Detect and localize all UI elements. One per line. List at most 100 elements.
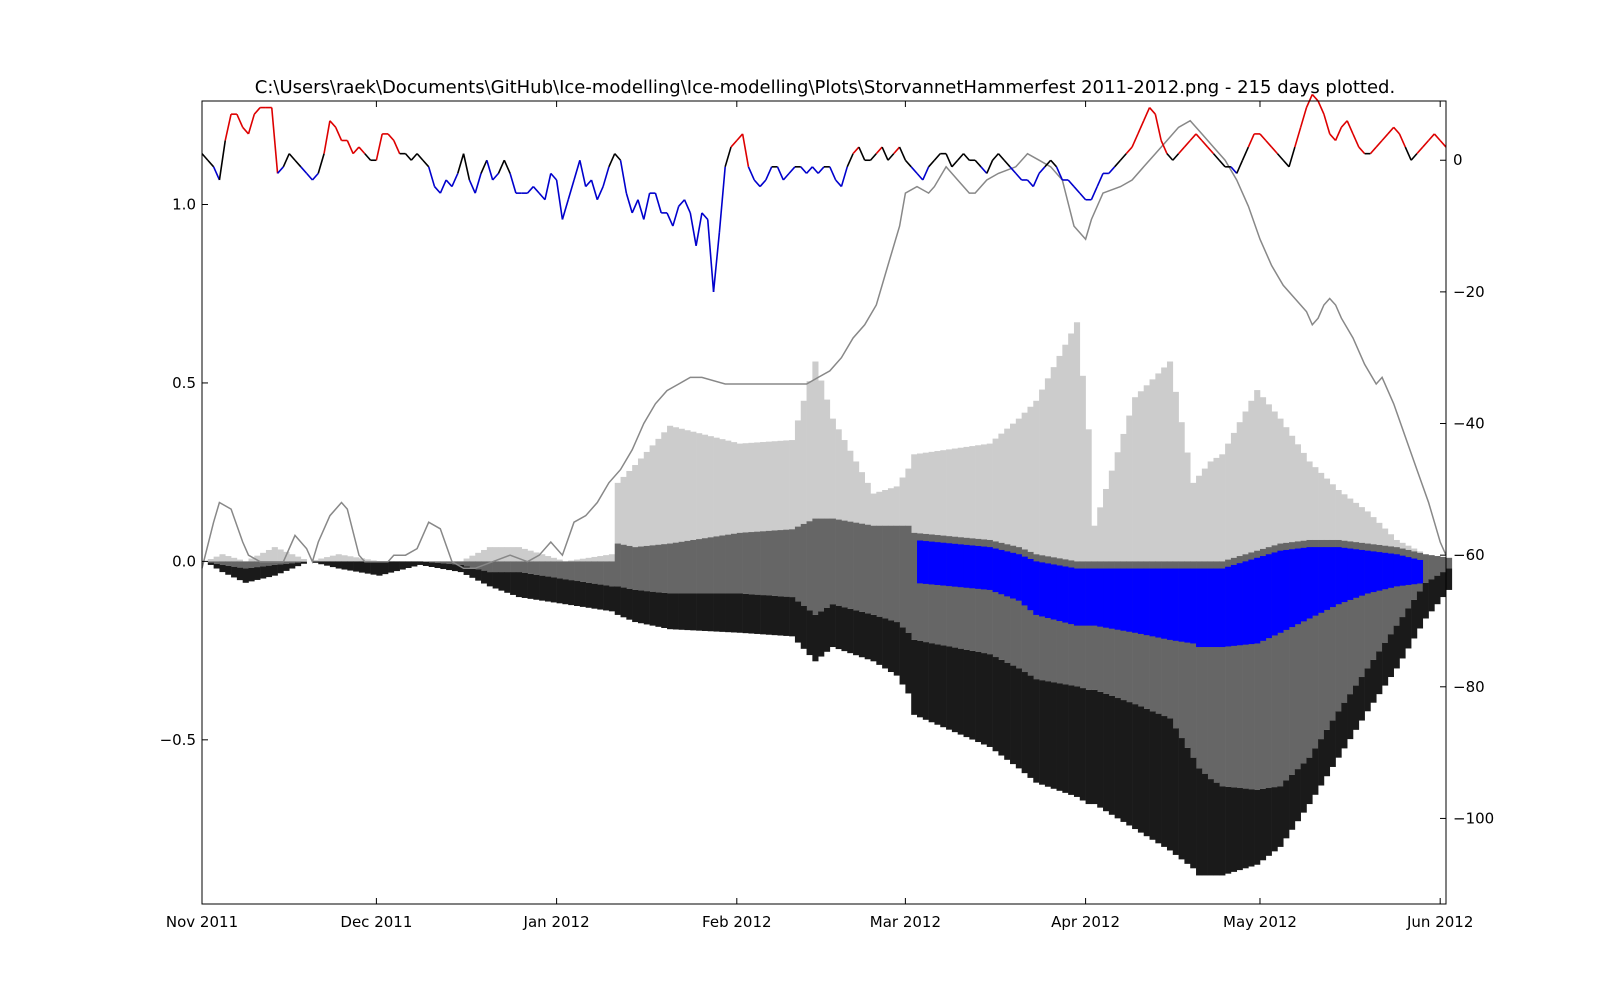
- black-ice-bar: [370, 561, 377, 575]
- y-right-tick-label: −80: [1453, 678, 1485, 696]
- chart-title: C:\Users\raek\Documents\GitHub\Ice-model…: [255, 77, 1395, 98]
- black-ice-bar: [1015, 668, 1022, 769]
- temperature-segment: [1329, 133, 1337, 142]
- slush-ice-bar: [515, 561, 523, 573]
- snow-bar: [818, 380, 825, 519]
- slush-ice-bar: [1248, 552, 1255, 790]
- black-ice-bar: [661, 592, 668, 629]
- slush-ice-bar: [975, 538, 982, 652]
- temperature-segment: [270, 107, 279, 174]
- temperature-segment: [410, 153, 418, 161]
- snow-bar: [911, 454, 918, 533]
- slush-ice-bar: [608, 561, 616, 587]
- temperature-segment: [550, 172, 558, 181]
- black-ice-bars: [207, 561, 1453, 876]
- slush-ice-bar: [574, 561, 581, 582]
- temperature-segment: [427, 166, 436, 187]
- black-ice-bar: [684, 593, 691, 631]
- temperature-segment: [503, 159, 511, 174]
- black-ice-bar: [818, 611, 825, 657]
- slush-bar: [1376, 552, 1383, 591]
- snow-bar: [550, 557, 557, 562]
- temperature-segment: [1073, 186, 1081, 194]
- black-ice-bar: [207, 562, 214, 565]
- black-ice-bar: [1283, 780, 1290, 839]
- slush-ice-bar: [963, 537, 970, 650]
- slush-ice-bar: [736, 532, 743, 594]
- temperature-segment: [689, 212, 697, 246]
- snow-bar: [265, 549, 273, 562]
- snow-bar: [957, 447, 964, 538]
- black-ice-bar: [1114, 698, 1121, 819]
- snow-bar: [1213, 457, 1220, 562]
- snow-bar: [853, 461, 860, 523]
- black-ice-bar: [969, 650, 976, 740]
- black-ice-bar: [1294, 769, 1301, 822]
- slush-ice-bar: [568, 561, 575, 581]
- temperature-segment: [1393, 126, 1401, 135]
- temperature-segment: [1387, 126, 1395, 135]
- temperature-segment: [393, 140, 401, 154]
- black-ice-bar: [986, 654, 993, 747]
- slush-bar: [1358, 549, 1365, 596]
- temperature-segment: [544, 173, 552, 200]
- temperature-segment: [1189, 133, 1197, 142]
- slush-ice-bar: [655, 544, 662, 593]
- temperature-segment: [1038, 166, 1046, 174]
- slush-ice-bar: [260, 561, 267, 567]
- slush-bar: [1236, 563, 1243, 646]
- black-ice-bar: [388, 561, 395, 573]
- black-ice-bar: [574, 581, 581, 606]
- temperature-segment: [811, 166, 819, 174]
- slush-ice-bar: [597, 561, 604, 585]
- slush-ice-bar: [1236, 556, 1243, 789]
- black-ice-bar: [1440, 572, 1447, 598]
- temperature-segment: [1160, 140, 1168, 154]
- temperature-segment: [1218, 159, 1226, 168]
- black-ice-bar: [905, 632, 912, 694]
- snow-bar: [1161, 367, 1168, 562]
- temperature-segment: [1404, 146, 1412, 161]
- slush-ice-bar: [1364, 543, 1371, 669]
- temperature-segment: [1334, 127, 1343, 141]
- snow-bar: [515, 547, 523, 562]
- snow-bar: [527, 550, 534, 562]
- snow-bar: [1416, 551, 1424, 553]
- y-axis-left: −0.5 0.0 0.5 1.0: [160, 195, 208, 749]
- black-ice-bar: [1323, 729, 1331, 777]
- snow-bar: [603, 555, 610, 562]
- black-ice-bar: [841, 607, 848, 652]
- snow-bar: [1230, 432, 1238, 558]
- black-ice-bar: [451, 564, 459, 572]
- temperature-segment: [904, 159, 912, 168]
- temperature-segment: [422, 159, 430, 168]
- black-ice-bar: [835, 605, 842, 650]
- black-ice-bar: [951, 647, 959, 733]
- slush-ice-bar: [794, 526, 802, 602]
- temperature-segment: [619, 160, 628, 194]
- black-ice-bar: [829, 604, 836, 648]
- slush-bar: [1347, 548, 1354, 600]
- slush-ice-bar: [231, 561, 238, 567]
- snow-bar: [1103, 488, 1110, 562]
- snow-bar: [1021, 412, 1028, 550]
- slush-ice-bar: [713, 536, 720, 594]
- slush-ice-bar: [1265, 547, 1272, 789]
- slush-bar: [1254, 557, 1261, 644]
- black-ice-bar: [347, 561, 354, 571]
- temperature-segment: [300, 166, 308, 174]
- slush-ice-bar: [1335, 539, 1342, 712]
- slush-bar: [1021, 556, 1028, 606]
- slush-ice-bar: [1306, 539, 1313, 758]
- temperature-segment: [759, 179, 767, 188]
- snow-bar: [597, 556, 604, 562]
- black-ice-bar: [1358, 677, 1365, 721]
- temperature-segment: [701, 212, 709, 221]
- slush-bar: [1306, 547, 1313, 619]
- temperature-segment: [579, 160, 587, 187]
- slush-ice-bar: [556, 561, 563, 579]
- snow-bar: [277, 549, 284, 562]
- slush-ice-bar: [829, 518, 836, 605]
- temperature-segment: [306, 172, 314, 181]
- slush-ice-bar: [1341, 540, 1348, 703]
